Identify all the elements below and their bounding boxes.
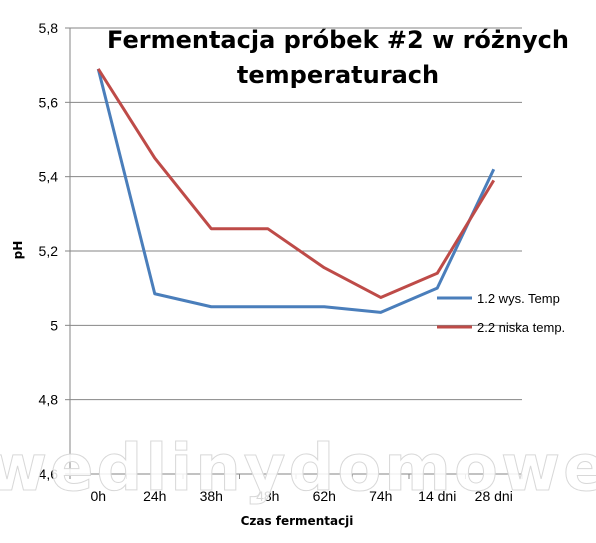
- y-tick-label: 5,2: [39, 243, 59, 259]
- chart-title-line-2: temperaturach: [237, 61, 439, 89]
- y-tick-label: 5,4: [39, 169, 59, 185]
- y-tick-labels: 4,6 4,8 5 5,2 5,4 5,6 5,8: [39, 20, 70, 482]
- x-tick-label: 38h: [200, 488, 223, 504]
- x-tick-label: 62h: [313, 488, 336, 504]
- legend-label-series-2: 2.2 niska temp.: [477, 320, 565, 335]
- x-tick-label: 28 dni: [475, 488, 513, 504]
- series-line-2: [96, 68, 496, 299]
- legend: 1.2 wys. Temp 2.2 niska temp.: [437, 291, 565, 335]
- x-tick-labels: 0h 24h 38h 48h 62h 74h 14 dni 28 dni: [69, 474, 523, 504]
- x-tick-label: 48h: [256, 488, 279, 504]
- y-tick-label: 4,6: [39, 466, 59, 482]
- x-tick-label: 74h: [369, 488, 392, 504]
- series-line-1: [96, 68, 496, 314]
- series-lines: [96, 68, 496, 314]
- watermark-logo: wedlinydomowe.pl: [0, 432, 596, 506]
- y-axis-title: pH: [11, 241, 25, 260]
- x-tick-label: 14 dni: [418, 488, 456, 504]
- y-tick-label: 5: [50, 317, 58, 333]
- chart-title-line-1: Fermentacja próbek #2 w różnych: [107, 26, 569, 54]
- y-tick-label: 5,8: [39, 20, 59, 36]
- x-axis-title: Czas fermentacji: [241, 514, 354, 528]
- x-tick-label: 24h: [143, 488, 166, 504]
- y-tick-label: 5,6: [39, 94, 59, 110]
- x-tick-label: 0h: [90, 488, 106, 504]
- legend-label-series-1: 1.2 wys. Temp: [477, 291, 560, 306]
- y-tick-label: 4,8: [39, 392, 59, 408]
